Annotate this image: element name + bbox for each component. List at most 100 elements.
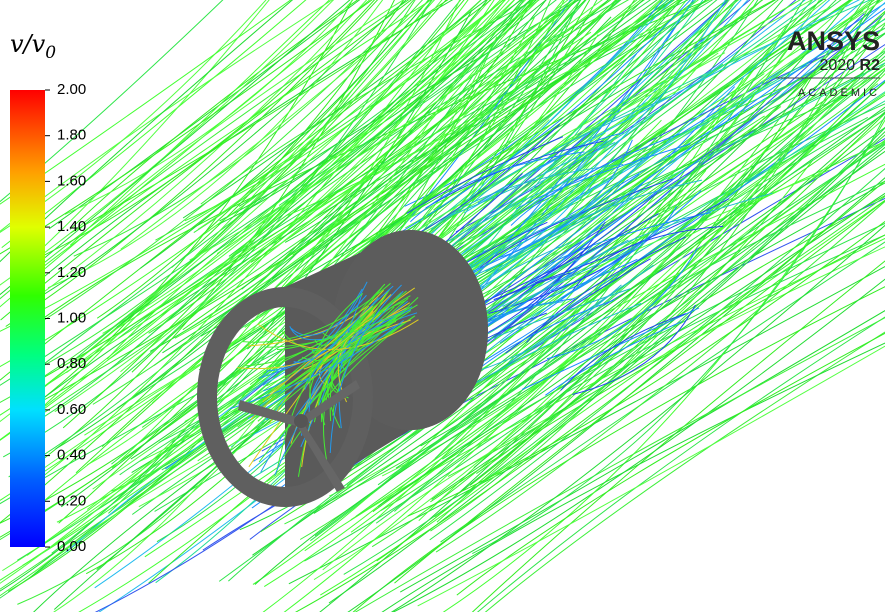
logo-release: R2 bbox=[860, 57, 881, 74]
streamline bbox=[0, 0, 504, 368]
streamline bbox=[117, 0, 538, 363]
streamline bbox=[0, 10, 473, 592]
streamline bbox=[73, 0, 415, 257]
rotor-streamline bbox=[264, 311, 404, 348]
streamline bbox=[118, 0, 689, 339]
streamline bbox=[0, 0, 505, 332]
streamline bbox=[217, 0, 603, 294]
streamline bbox=[0, 0, 371, 308]
streamline bbox=[69, 0, 359, 230]
wake-streamline bbox=[430, 163, 624, 230]
streamline bbox=[314, 55, 885, 537]
streamline bbox=[455, 0, 797, 233]
streamline bbox=[436, 134, 885, 523]
streamline bbox=[407, 220, 885, 517]
wake-streamline bbox=[473, 96, 670, 203]
streamline bbox=[471, 260, 885, 612]
tick-label: 2.00 bbox=[57, 81, 86, 98]
logo-brand: ANSYS bbox=[787, 26, 880, 56]
rotor-streamline bbox=[242, 283, 391, 343]
tick-label: 0.20 bbox=[57, 492, 86, 509]
streamline bbox=[354, 317, 885, 612]
streamline bbox=[399, 310, 885, 593]
rotor-streamline bbox=[252, 290, 407, 414]
streamline bbox=[352, 286, 885, 612]
rotor-streamline bbox=[229, 319, 404, 410]
logo-version: 2020 R2 bbox=[820, 57, 881, 74]
streamline bbox=[442, 222, 885, 460]
wake-streamline bbox=[448, 174, 583, 242]
streamline bbox=[54, 0, 516, 413]
streamline bbox=[382, 0, 718, 271]
streamline bbox=[252, 106, 885, 556]
streamline bbox=[421, 0, 726, 327]
streamline bbox=[476, 316, 885, 612]
wake-streamline bbox=[499, 139, 633, 259]
streamline bbox=[238, 0, 580, 207]
wake-streamline bbox=[573, 192, 773, 273]
tick-label: 1.60 bbox=[57, 172, 86, 189]
tick-label: 1.80 bbox=[57, 127, 86, 144]
streamline bbox=[391, 224, 885, 612]
streamline bbox=[40, 0, 462, 420]
rotor-streamline bbox=[293, 315, 361, 363]
streamline bbox=[484, 331, 885, 612]
rotor-streamline bbox=[332, 289, 390, 416]
streamline bbox=[1, 0, 307, 249]
wake-streamline bbox=[572, 304, 696, 395]
turbine-duct bbox=[197, 230, 488, 507]
streamline bbox=[463, 0, 861, 214]
rotor-streamline bbox=[266, 288, 363, 372]
streamline bbox=[28, 0, 447, 399]
streamline bbox=[377, 142, 885, 486]
wake-streamline bbox=[410, 151, 585, 223]
rotor-streamlines bbox=[229, 281, 419, 477]
streamline bbox=[116, 0, 522, 328]
streamline bbox=[0, 0, 492, 381]
streamline bbox=[350, 73, 885, 521]
streamline bbox=[140, 0, 430, 269]
wake-streamline bbox=[450, 136, 617, 216]
streamline bbox=[447, 195, 885, 477]
wake-streamline bbox=[561, 190, 702, 299]
streamline bbox=[37, 0, 407, 299]
streamline bbox=[2, 0, 433, 458]
wake-streamline bbox=[485, 154, 650, 272]
wake-streamline bbox=[483, 213, 659, 303]
streamline bbox=[62, 0, 465, 429]
streamline bbox=[396, 0, 669, 250]
streamline bbox=[22, 0, 679, 413]
wake-streamline bbox=[407, 124, 561, 239]
rotor-streamline bbox=[301, 293, 392, 468]
streamline bbox=[75, 0, 621, 474]
streamline bbox=[200, 0, 536, 205]
streamline bbox=[293, 51, 885, 499]
streamline bbox=[375, 0, 804, 524]
rotor-streamline bbox=[329, 284, 402, 454]
streamline bbox=[292, 0, 617, 256]
streamline bbox=[96, 0, 430, 319]
streamline bbox=[17, 45, 493, 605]
streamline bbox=[286, 0, 652, 257]
streamline bbox=[182, 0, 487, 219]
streamline bbox=[182, 0, 684, 331]
streamline bbox=[469, 112, 885, 486]
streamline bbox=[440, 241, 885, 543]
streamline bbox=[197, 0, 443, 230]
streamline bbox=[86, 0, 461, 466]
streamline bbox=[456, 332, 885, 596]
streamline bbox=[155, 0, 522, 241]
streamline bbox=[434, 0, 730, 297]
streamline bbox=[98, 0, 866, 612]
rotor-streamline bbox=[304, 285, 394, 390]
streamline bbox=[0, 0, 335, 286]
streamline bbox=[381, 342, 885, 612]
streamline bbox=[394, 199, 885, 584]
streamline bbox=[294, 180, 885, 612]
streamline bbox=[189, 0, 569, 261]
wake-streamline bbox=[529, 212, 711, 276]
streamline bbox=[141, 0, 582, 428]
streamline bbox=[120, 0, 610, 373]
rotor-streamline bbox=[247, 290, 404, 420]
streamline bbox=[395, 126, 885, 469]
